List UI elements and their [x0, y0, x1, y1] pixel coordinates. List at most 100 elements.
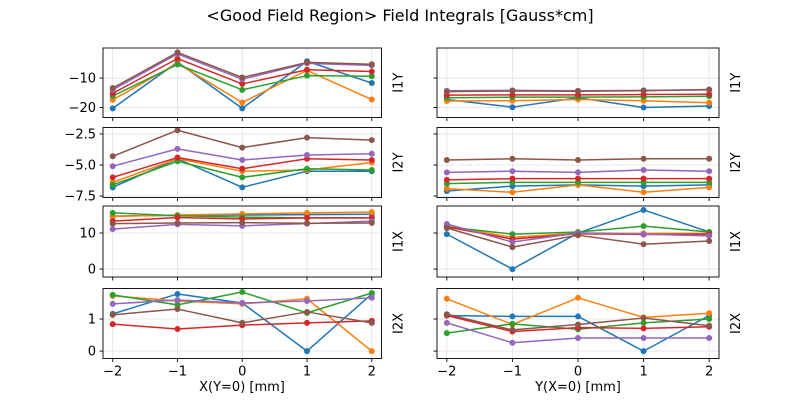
data-point [368, 166, 375, 173]
data-point [509, 266, 516, 273]
data-point [640, 166, 647, 173]
data-point [509, 231, 516, 238]
data-point [109, 291, 116, 298]
data-point [575, 321, 581, 328]
x-tick-label: 1 [639, 365, 647, 380]
data-point [368, 294, 375, 301]
data-point [109, 311, 116, 318]
data-point [304, 72, 311, 79]
data-point [640, 206, 647, 213]
data-point [706, 310, 713, 317]
data-point [509, 239, 516, 246]
data-point [640, 104, 647, 111]
data-point [239, 80, 246, 87]
data-point [174, 154, 181, 161]
data-point [575, 175, 581, 182]
data-point [443, 319, 450, 326]
data-point [575, 334, 581, 341]
data-point [304, 209, 311, 216]
row-label-i2y: I2Y [392, 152, 407, 172]
data-point [109, 174, 116, 181]
data-point [509, 320, 516, 327]
data-point [640, 334, 647, 341]
data-point [109, 300, 116, 307]
y-tick-label: 0 [88, 263, 96, 278]
data-point [706, 91, 713, 98]
y-tick-label: 1 [88, 313, 96, 328]
subplot-i1y-right: I1Y [433, 47, 744, 121]
row-label-i1y: I1Y [729, 73, 744, 93]
row-label-i1x: I1X [729, 231, 744, 252]
data-point [443, 176, 450, 183]
data-point [509, 313, 516, 320]
data-point [109, 321, 116, 328]
data-point [368, 157, 375, 164]
data-point [304, 134, 311, 141]
data-point [640, 348, 647, 355]
data-point [509, 244, 516, 251]
data-point [509, 155, 516, 162]
data-point [443, 169, 450, 176]
y-tick-label: 0 [88, 345, 96, 360]
data-point [509, 189, 516, 196]
data-point [174, 301, 181, 308]
data-point [509, 168, 516, 175]
data-point [509, 326, 516, 333]
data-point [304, 220, 311, 227]
data-point [239, 74, 246, 81]
data-point [706, 232, 713, 239]
subplot-i1x-right: I1X [433, 205, 744, 281]
data-point [443, 157, 450, 164]
data-point [368, 219, 375, 226]
data-point [640, 231, 647, 238]
data-point [368, 319, 375, 326]
data-point [509, 339, 516, 346]
data-point [706, 184, 713, 191]
data-point [174, 61, 181, 68]
data-point [109, 85, 116, 92]
data-point [706, 322, 713, 329]
data-point [706, 86, 713, 93]
x-tick-label: −2 [437, 365, 456, 380]
data-point [640, 223, 647, 230]
data-point [575, 169, 581, 176]
data-point [368, 61, 375, 68]
data-point [109, 181, 116, 188]
data-point [640, 175, 647, 182]
data-point [368, 348, 375, 355]
data-point [239, 184, 246, 191]
y-tick-label: 10 [79, 227, 96, 242]
data-point [109, 226, 116, 233]
figure-title: <Good Field Region> Field Integrals [Gau… [206, 6, 593, 25]
data-point [575, 232, 581, 239]
data-point [368, 68, 375, 75]
x-axis-label-left: X(Y=0) [mm] [199, 380, 285, 395]
row-label-i2x: I2X [729, 313, 744, 334]
data-point [239, 289, 246, 296]
row-label-i2x: I2X [392, 313, 407, 334]
data-point [640, 319, 647, 326]
data-point [575, 157, 581, 164]
data-point [174, 214, 181, 221]
subplot-i1x-left: 10 0 I1X [79, 205, 407, 281]
data-point [443, 295, 450, 302]
data-point [174, 219, 181, 226]
data-point [368, 150, 375, 157]
data-point [304, 59, 311, 66]
data-point [706, 316, 713, 323]
data-point [109, 153, 116, 160]
data-point [706, 334, 713, 341]
x-tick-label: −1 [503, 365, 522, 380]
data-point [239, 299, 246, 306]
data-point [239, 86, 246, 93]
data-point [706, 155, 713, 162]
y-tick-label: −2.5 [64, 127, 96, 142]
y-tick-label: −7.5 [64, 190, 96, 205]
x-tick-label: 0 [574, 365, 582, 380]
data-point [640, 189, 647, 196]
data-point [368, 209, 375, 216]
data-point [443, 185, 450, 192]
data-point [304, 319, 311, 326]
data-point [640, 241, 647, 248]
